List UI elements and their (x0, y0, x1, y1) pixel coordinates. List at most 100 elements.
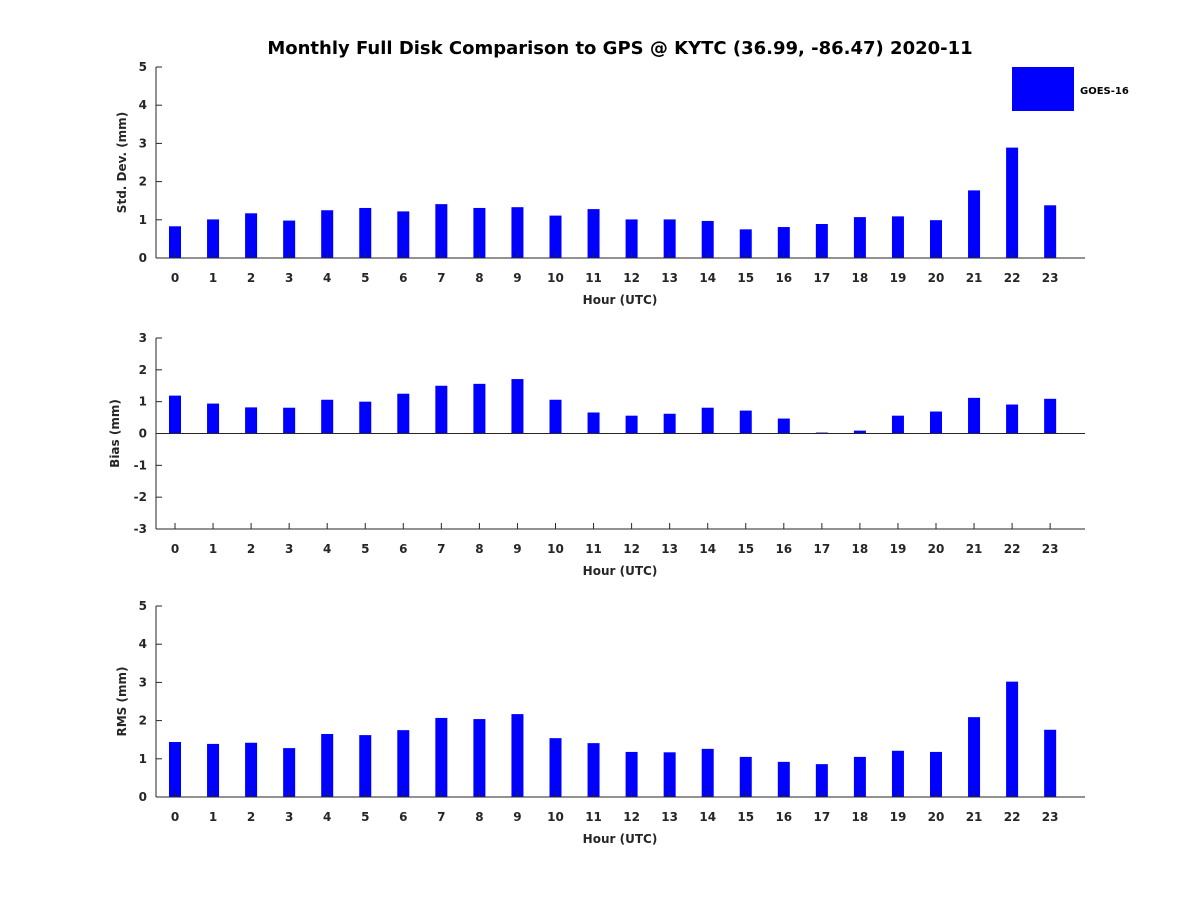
bar-hour-6 (397, 393, 410, 434)
x-tick-label: 15 (737, 810, 754, 824)
bar-hour-12 (625, 751, 638, 797)
bar-hour-8 (473, 207, 486, 258)
bar-hour-19 (891, 216, 904, 258)
bar-hour-2 (245, 213, 258, 258)
bar-hour-21 (968, 717, 981, 797)
x-tick-label: 21 (966, 542, 983, 556)
x-tick-label: 8 (475, 542, 483, 556)
x-tick-label: 19 (890, 542, 907, 556)
x-tick-label: 15 (737, 271, 754, 285)
bar-hour-0 (169, 741, 181, 797)
y-tick-label: 3 (139, 331, 147, 345)
x-tick-label: 6 (399, 271, 407, 285)
x-tick-label: 3 (285, 542, 293, 556)
x-tick-label: 18 (852, 542, 869, 556)
bar-hour-4 (321, 399, 334, 434)
y-tick-label: 4 (139, 98, 147, 112)
y-tick-label: 2 (139, 714, 147, 728)
x-tick-label: 13 (661, 542, 678, 556)
x-tick-label: 4 (323, 542, 331, 556)
bar-hour-13 (663, 752, 676, 797)
x-tick-label: 22 (1004, 542, 1021, 556)
y-axis-label: RMS (mm) (115, 667, 129, 737)
bar-hour-4 (321, 210, 334, 258)
x-tick-label: 5 (361, 810, 369, 824)
bar-hour-21 (968, 190, 981, 258)
x-tick-label: 8 (475, 271, 483, 285)
bar-hour-10 (549, 738, 562, 797)
x-tick-label: 15 (737, 542, 754, 556)
bar-hour-16 (777, 227, 790, 258)
bar-hour-2 (245, 407, 258, 434)
x-tick-label: 9 (513, 810, 521, 824)
bar-hour-8 (473, 719, 486, 797)
x-tick-label: 21 (966, 271, 983, 285)
x-tick-label: 0 (171, 810, 179, 824)
bar-hour-19 (891, 415, 904, 434)
bar-hour-18 (853, 430, 866, 434)
x-tick-label: 10 (547, 810, 564, 824)
y-tick-label: -2 (134, 490, 147, 504)
bar-hour-16 (777, 418, 790, 434)
x-tick-label: 3 (285, 810, 293, 824)
bar-hour-11 (587, 743, 600, 797)
x-axis-label: Hour (UTC) (583, 293, 658, 307)
bar-hour-19 (891, 750, 904, 797)
y-axis-label: Std. Dev. (mm) (115, 112, 129, 213)
x-tick-label: 20 (928, 810, 945, 824)
bar-hour-7 (435, 717, 448, 797)
legend-label: GOES-16 (1080, 86, 1129, 97)
bar-hour-14 (701, 748, 714, 797)
x-tick-label: 3 (285, 271, 293, 285)
y-tick-label: 3 (139, 136, 147, 150)
x-tick-label: 17 (813, 542, 830, 556)
bar-hour-6 (397, 730, 410, 797)
x-tick-label: 13 (661, 271, 678, 285)
x-tick-label: 20 (928, 542, 945, 556)
x-tick-label: 20 (928, 271, 945, 285)
y-tick-label: 0 (139, 427, 147, 441)
x-tick-label: 1 (209, 271, 217, 285)
x-tick-label: 16 (775, 810, 792, 824)
x-tick-label: 16 (775, 542, 792, 556)
bar-hour-11 (587, 209, 600, 258)
x-tick-label: 23 (1042, 810, 1059, 824)
x-tick-label: 17 (813, 810, 830, 824)
bar-hour-12 (625, 219, 638, 258)
bar-hour-5 (359, 207, 372, 258)
bar-hour-9 (511, 379, 524, 434)
x-tick-label: 17 (813, 271, 830, 285)
y-tick-label: 0 (139, 251, 147, 265)
bar-hour-20 (930, 751, 942, 797)
bar-hour-23 (1044, 205, 1057, 258)
x-tick-label: 6 (399, 810, 407, 824)
bar-hour-14 (701, 407, 714, 434)
bar-hour-15 (739, 756, 752, 797)
x-tick-label: 10 (547, 542, 564, 556)
y-axis-label: Bias (mm) (108, 399, 122, 468)
bar-hour-10 (549, 215, 562, 258)
x-tick-label: 14 (699, 810, 716, 824)
bar-hour-3 (283, 220, 296, 258)
bar-hour-20 (930, 220, 942, 258)
bar-hour-12 (625, 415, 638, 434)
x-tick-label: 23 (1042, 271, 1059, 285)
y-tick-label: -3 (134, 522, 147, 536)
x-tick-label: 5 (361, 542, 369, 556)
bar-hour-9 (511, 207, 524, 258)
bar-hour-10 (549, 399, 562, 434)
bar-hour-6 (397, 211, 410, 258)
y-tick-label: 3 (139, 675, 147, 689)
x-tick-label: 13 (661, 810, 678, 824)
x-tick-label: 0 (171, 542, 179, 556)
x-tick-label: 1 (209, 810, 217, 824)
bar-hour-1 (207, 219, 220, 258)
x-tick-label: 11 (585, 271, 602, 285)
bar-hour-9 (511, 714, 524, 797)
bar-hour-23 (1044, 729, 1057, 797)
bar-hour-5 (359, 735, 372, 797)
x-tick-label: 23 (1042, 542, 1059, 556)
bar-hour-15 (739, 410, 752, 434)
